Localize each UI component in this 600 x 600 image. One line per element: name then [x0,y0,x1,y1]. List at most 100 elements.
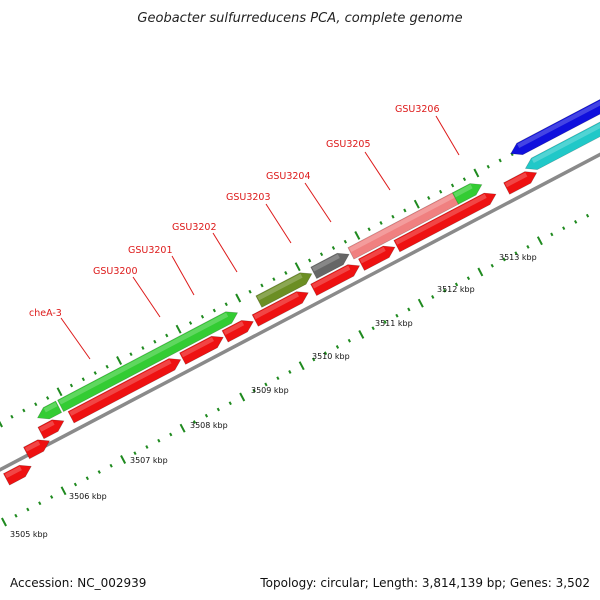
scale-label-3511: 3511 kbp [375,319,413,328]
scale-tick [109,463,113,468]
scale-tick [562,226,566,231]
scale-labels: 3505 kbp 3506 kbp 3507 kbp 3508 kbp 3509… [10,253,537,539]
outer-tick [224,302,228,307]
scale-tick [120,455,127,464]
cds-arrow-GSU3201-highlight [223,321,245,335]
genome-backbone [0,152,600,472]
scale-tick [407,307,411,312]
green-block-cheA-3-highlight [58,312,229,405]
scale-tick [276,376,280,381]
scale-tick [264,382,268,387]
outer-tick [34,402,38,407]
outer-tick [308,258,312,263]
cds-arrow-GSU3206-highlight [504,172,528,188]
cds-arrow-cheA-3-highlight [69,359,172,416]
map-title: Geobacter sulfurreducens PCA, complete g… [137,11,462,26]
cds-arrow-GSU3205-highlight [395,193,487,245]
outer-tick [427,196,431,200]
green-block-cheA-3 [57,311,239,413]
scale-tick [50,495,54,499]
outer-tick [93,371,97,375]
outer-tick [403,208,407,213]
cds-arrow-GSU3200-highlight [180,337,214,358]
cds-arrow-GSU3201 [221,320,254,343]
outer-tick [153,339,157,344]
scale-tick [347,338,351,343]
gene-label-GSU3201: GSU3201 [128,245,173,256]
topology-summary-text: Topology: circular; Length: 3,814,139 bp… [259,576,590,590]
cds-arrow-GSU3204-highlight [359,246,386,264]
cds-arrow-GSU3202 [251,291,309,327]
leader-GSU3202 [212,232,238,273]
outer-tick [165,333,169,338]
blue-arrow-highlight [517,100,600,148]
outer-tick-track [0,105,599,428]
outer-tick [175,324,182,334]
outer-tick [343,239,347,244]
scale-label-3505: 3505 kbp [10,530,48,539]
scale-tick [298,361,305,371]
gray-block-GSU3204 [310,252,350,280]
leader-GSU3205 [364,151,391,191]
accession-text: Accession: NC_002939 [10,576,146,590]
gene-label-GSU3204: GSU3204 [266,171,311,182]
scale-tick [502,257,506,262]
blue-arrow [510,99,600,156]
outer-tick [81,377,85,382]
leader-GSU3200 [132,276,161,318]
gene-labels: cheA-3 GSU3200 GSU3201 GSU3202 GSU3203 G… [29,104,440,319]
outer-tick [235,293,242,303]
scale-tick [395,313,399,318]
cds-arrow-GSU3204 [357,245,396,271]
cyan-arrow [524,121,600,170]
scale-tick [585,213,590,218]
outer-tick [486,164,490,169]
inner-scale-track [1,213,590,527]
cyan-arrow-highlight [531,123,600,163]
green-block-small [37,400,63,420]
scale-tick [443,288,447,293]
cds-arrow-GSU3206 [503,171,538,195]
feature-arrows [2,99,600,486]
scale-tick [526,245,530,249]
outer-tick [212,308,216,313]
outer-tick [379,221,383,225]
outer-tick [284,271,288,275]
gene-label-GSU3206: GSU3206 [395,104,440,115]
outer-tick [473,168,480,178]
scale-label-3509: 3509 kbp [251,386,289,395]
pink-block-GSU3205-highlight [349,193,455,252]
scale-tick [466,276,471,281]
cds-arrow-GSU3203 [310,264,361,297]
cds-arrow-GSU3202-highlight [253,292,299,320]
outer-tick [294,262,301,272]
outer-tick [272,277,276,282]
cds-arrow-1 [2,464,32,486]
scale-tick [38,501,42,506]
scale-tick [550,232,554,237]
olive-block-GSU3203-highlight [257,273,303,301]
outer-tick [129,352,133,357]
scale-label-3507: 3507 kbp [130,456,168,465]
scale-tick [145,445,149,449]
scale-label-3512: 3512 kbp [437,285,475,294]
outer-tick [200,314,205,319]
scale-tick [288,370,292,374]
outer-tick [116,356,123,365]
green-block-small-highlight [43,402,58,413]
outer-tick [56,387,63,397]
gray-block-GSU3204-highlight [312,254,340,272]
outer-tick [188,321,193,325]
cds-arrow-GSU3200 [179,335,224,365]
gene-label-GSU3200: GSU3200 [93,266,138,277]
outer-tick [141,346,145,350]
cds-arrow-3 [37,419,65,440]
scale-tick [490,263,494,268]
outer-tick [462,177,467,182]
outer-tick [413,199,420,209]
scale-tick [477,267,484,277]
leader-GSU3206 [435,115,460,156]
gene-label-GSU3205: GSU3205 [326,139,371,150]
